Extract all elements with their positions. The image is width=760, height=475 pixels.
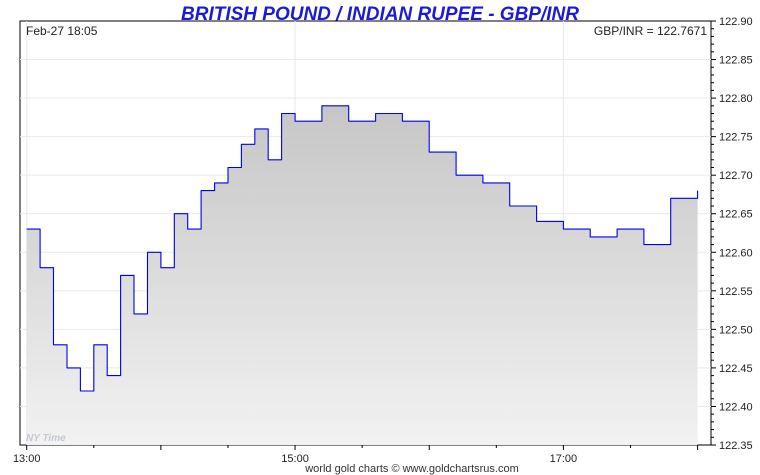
date-label: Feb-27 18:05 — [26, 24, 98, 38]
chart-title: BRITISH POUND / INDIAN RUPEE - GBP/INR — [181, 4, 579, 25]
y-tick-label: 122.90 — [719, 16, 753, 28]
y-tick-label: 122.75 — [719, 132, 753, 144]
y-tick-label: 122.80 — [719, 93, 753, 105]
price-label: GBP/INR = 122.7671 — [594, 24, 707, 38]
y-tick-label: 122.35 — [719, 440, 753, 452]
ny-time-watermark: NY Time — [26, 433, 66, 444]
x-tick-label: 17:00 — [550, 453, 578, 465]
y-tick-label: 122.65 — [719, 209, 753, 221]
y-tick-label: 122.50 — [719, 324, 753, 336]
x-tick-label: 15:00 — [281, 453, 309, 465]
y-tick-label: 122.55 — [719, 286, 753, 298]
x-axis: 13:0015:0017:0019:0021:0023:0001:0003:00… — [13, 445, 699, 465]
y-axis: 122.35 122.40 122.45 122.50 122.55 122.60 122.… — [711, 16, 753, 452]
footer-credit: world gold charts © www.goldchartsrus.co… — [304, 463, 519, 475]
y-tick-label: 122.60 — [719, 247, 753, 259]
x-tick-label: 13:00 — [13, 453, 41, 465]
price-area-fill — [26, 105, 698, 446]
y-tick-label: 122.40 — [719, 401, 753, 413]
price-line — [26, 105, 699, 392]
y-tick-label: 122.70 — [719, 170, 753, 182]
y-tick-label: 122.45 — [719, 363, 753, 375]
y-tick-label: 122.85 — [719, 55, 753, 67]
